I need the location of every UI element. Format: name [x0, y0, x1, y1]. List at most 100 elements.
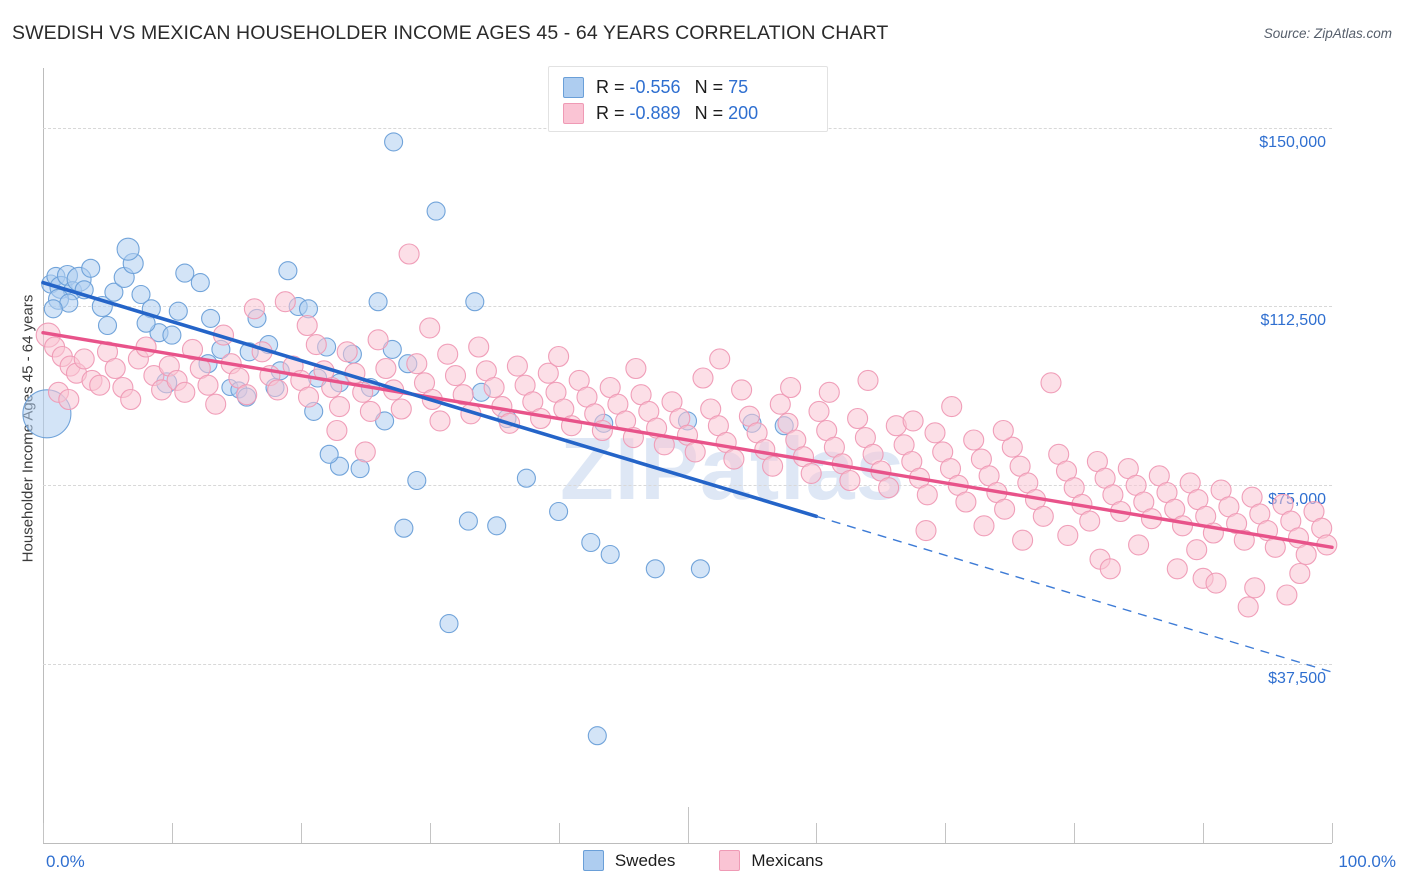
data-point: [692, 367, 714, 389]
gridline: [43, 485, 1332, 487]
x-tick: [43, 823, 44, 843]
data-point: [175, 263, 195, 283]
data-point: [487, 516, 507, 536]
data-point: [1205, 572, 1227, 594]
data-point: [1032, 505, 1054, 527]
data-point: [818, 381, 840, 403]
data-point: [394, 518, 414, 538]
data-point: [81, 258, 101, 278]
data-point: [305, 334, 327, 356]
series-legend-item-mexicans[interactable]: Mexicans: [719, 850, 823, 871]
y-tick-label: $150,000: [1259, 133, 1326, 151]
series-legend-item-swedes[interactable]: Swedes: [582, 850, 676, 871]
legend-r-swedes: R = -0.556: [596, 76, 681, 97]
data-point: [684, 441, 706, 463]
data-point: [483, 376, 505, 399]
data-point: [839, 469, 861, 492]
data-point: [731, 379, 753, 401]
data-point: [769, 393, 791, 415]
data-point: [902, 410, 924, 432]
data-point: [458, 511, 478, 531]
legend-n-swedes: N = 75: [694, 76, 749, 97]
x-axis-min-label: 0.0%: [46, 852, 85, 871]
data-point: [690, 559, 710, 579]
data-point: [1237, 596, 1259, 618]
data-point: [549, 501, 569, 522]
data-point: [600, 544, 620, 565]
data-point: [326, 419, 348, 442]
data-point: [1276, 584, 1298, 606]
data-point: [89, 374, 111, 396]
data-point: [104, 282, 124, 302]
data-point: [800, 462, 822, 484]
legend-n-mexicans: N = 200: [694, 102, 759, 123]
data-point: [587, 726, 607, 746]
data-point: [1166, 558, 1188, 580]
data-point: [97, 315, 118, 336]
data-point: [847, 407, 869, 430]
data-point: [1295, 543, 1317, 566]
legend-row-mexicans: R = -0.889 N = 200: [563, 100, 758, 126]
trendline-swedes: [41, 280, 819, 519]
data-point: [916, 484, 938, 506]
data-point: [328, 396, 351, 418]
data-point: [354, 441, 376, 463]
data-point: [419, 317, 441, 339]
data-point: [530, 407, 552, 430]
x-tick: [171, 823, 173, 843]
data-point: [426, 201, 446, 221]
data-point: [382, 339, 402, 359]
series-mexicans: [35, 243, 1338, 618]
series-label-swedes: Swedes: [614, 850, 676, 870]
data-point: [243, 298, 265, 320]
gridline: [43, 664, 1332, 666]
trendline-mexicans: [41, 330, 1334, 550]
data-point: [116, 237, 140, 261]
data-point: [1289, 562, 1311, 585]
data-point: [104, 357, 126, 380]
series-swatch-mexicans: [719, 850, 741, 871]
data-point: [375, 411, 395, 431]
series-swatch-swedes: [582, 850, 604, 871]
x-axis-max-label: 100.0%: [1338, 852, 1396, 871]
data-point: [58, 388, 80, 411]
data-point: [43, 299, 63, 319]
data-point: [181, 338, 204, 360]
y-tick-label: $37,500: [1268, 670, 1326, 688]
data-point: [581, 532, 601, 553]
legend-row-swedes: R = -0.556 N = 75: [563, 74, 748, 100]
x-tick: [558, 823, 560, 843]
y-axis-line: [43, 68, 44, 843]
data-point: [296, 314, 318, 337]
data-point: [407, 470, 427, 491]
data-point: [120, 388, 142, 411]
data-point: [1128, 534, 1150, 556]
x-tick: [1074, 823, 1076, 843]
data-point: [205, 393, 227, 415]
gridline: [43, 306, 1332, 308]
data-point: [924, 422, 946, 444]
data-point: [384, 132, 404, 152]
data-point: [1099, 558, 1121, 580]
data-point: [368, 292, 388, 312]
data-point: [319, 444, 339, 464]
data-point: [941, 396, 963, 418]
data-point: [162, 325, 182, 345]
data-point: [992, 419, 1014, 442]
x-tick: [945, 823, 947, 843]
data-point: [723, 448, 745, 470]
data-point: [1001, 436, 1023, 458]
x-tick: [429, 823, 431, 843]
data-point: [808, 400, 830, 422]
data-point: [390, 398, 412, 420]
data-point: [174, 381, 196, 403]
correlation-legend: R = -0.556 N = 75 R = -0.889 N = 200: [548, 66, 828, 132]
data-point: [780, 376, 802, 399]
data-point: [548, 345, 570, 368]
x-tick: [300, 823, 302, 843]
x-tick: [1203, 823, 1205, 843]
data-point: [274, 291, 296, 313]
legend-swatch-mexicans: [563, 102, 584, 124]
data-point: [336, 341, 358, 363]
